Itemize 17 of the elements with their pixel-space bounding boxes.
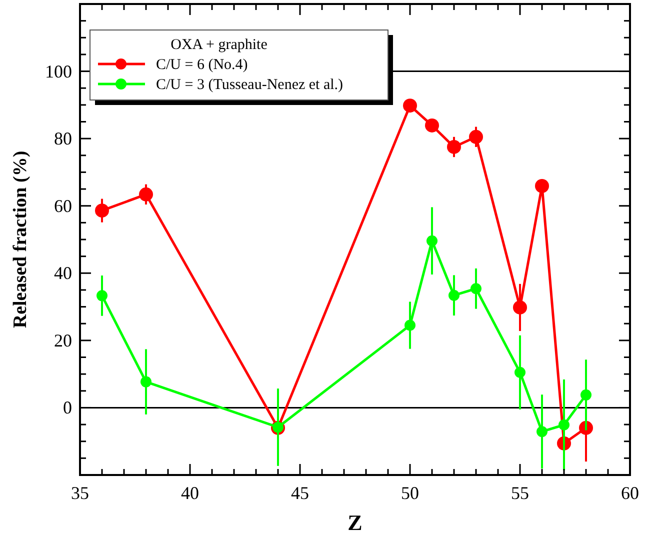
x-tick-label: 60 xyxy=(621,483,639,503)
legend-title: OXA + graphite xyxy=(170,37,268,53)
x-tick-label: 45 xyxy=(291,483,309,503)
y-tick-label: 60 xyxy=(54,196,72,216)
y-tick-label: 0 xyxy=(63,398,72,418)
x-tick-label: 35 xyxy=(71,483,89,503)
x-tick-label: 50 xyxy=(401,483,419,503)
legend-label: C/U = 6 (No.4) xyxy=(156,57,248,73)
legend-label: C/U = 3 (Tusseau-Nenez et al.) xyxy=(156,77,344,93)
y-tick-label: 100 xyxy=(45,61,72,82)
x-tick-label: 40 xyxy=(181,483,199,503)
x-axis-title: Z xyxy=(348,510,362,535)
y-axis-title: Released fraction (%) xyxy=(10,150,31,328)
y-tick-label: 20 xyxy=(54,330,72,350)
x-tick-label: 55 xyxy=(511,483,529,503)
y-tick-label: 80 xyxy=(54,128,72,149)
y-tick-label: 40 xyxy=(54,263,72,284)
